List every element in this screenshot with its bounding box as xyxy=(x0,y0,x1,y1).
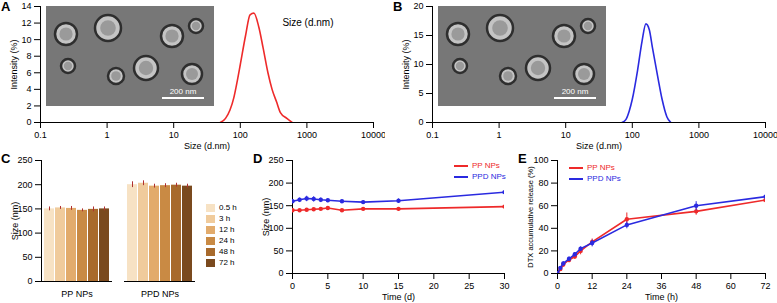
svg-text:8: 8 xyxy=(26,51,31,61)
html-text:PP NPs: PP NPs xyxy=(587,163,615,172)
html-text:C: C xyxy=(1,151,11,166)
svg-text:Time (d): Time (d) xyxy=(382,292,415,302)
svg-text:1: 1 xyxy=(497,130,502,140)
svg-text:60: 60 xyxy=(726,281,736,291)
svg-text:5: 5 xyxy=(418,88,423,98)
svg-text:200: 200 xyxy=(268,178,283,188)
svg-text:2: 2 xyxy=(26,101,31,111)
svg-text:Size (d.nm): Size (d.nm) xyxy=(282,17,333,28)
svg-text:Time (h): Time (h) xyxy=(645,292,678,302)
svg-text:10: 10 xyxy=(169,130,179,140)
html-text:D: D xyxy=(253,151,263,166)
html-text:PP NPs: PP NPs xyxy=(472,161,500,170)
svg-text:12: 12 xyxy=(21,18,31,28)
svg-text:60: 60 xyxy=(538,201,548,211)
html-text:48 h: 48 h xyxy=(219,247,235,256)
svg-text:250: 250 xyxy=(268,155,283,165)
html-text:A: A xyxy=(1,0,11,14)
html-text:B: B xyxy=(393,0,403,14)
svg-text:25: 25 xyxy=(464,281,474,291)
svg-text:10: 10 xyxy=(413,59,423,69)
svg-text:Size (d.nm): Size (d.nm) xyxy=(576,141,622,151)
html-text:3 h: 3 h xyxy=(219,214,231,223)
svg-text:100: 100 xyxy=(533,155,548,165)
svg-text:1: 1 xyxy=(105,130,110,140)
svg-text:100: 100 xyxy=(268,223,284,234)
svg-text:10000: 10000 xyxy=(361,130,385,140)
svg-text:200 nm: 200 nm xyxy=(562,87,589,96)
svg-text:10: 10 xyxy=(561,130,571,140)
svg-text:150: 150 xyxy=(17,203,33,214)
svg-text:50: 50 xyxy=(22,252,32,262)
svg-text:100: 100 xyxy=(17,228,33,238)
svg-text:250: 250 xyxy=(17,155,32,165)
svg-text:Intensity (%): Intensity (%) xyxy=(401,39,411,89)
svg-text:15: 15 xyxy=(413,30,423,40)
svg-text:48: 48 xyxy=(691,281,701,291)
svg-text:50: 50 xyxy=(273,246,283,256)
svg-text:1000: 1000 xyxy=(689,130,709,140)
svg-text:10000: 10000 xyxy=(753,130,777,140)
svg-text:100: 100 xyxy=(625,130,640,140)
svg-text:150: 150 xyxy=(268,200,284,211)
svg-text:10: 10 xyxy=(358,281,368,291)
html-text:24 h: 24 h xyxy=(219,236,235,245)
svg-text:PPD NPs: PPD NPs xyxy=(141,289,180,299)
html-text:72 h: 72 h xyxy=(219,258,235,267)
svg-text:Size (d.nm): Size (d.nm) xyxy=(184,141,230,151)
svg-text:1000: 1000 xyxy=(297,130,317,140)
svg-text:200 nm: 200 nm xyxy=(170,87,197,96)
svg-text:80: 80 xyxy=(538,178,548,188)
svg-text:0: 0 xyxy=(26,117,31,127)
svg-text:Size (nm): Size (nm) xyxy=(10,202,20,241)
svg-text:0: 0 xyxy=(543,268,548,278)
svg-text:24: 24 xyxy=(622,281,632,291)
svg-text:Size (nm): Size (nm) xyxy=(261,198,271,237)
svg-text:20: 20 xyxy=(429,281,439,291)
svg-text:5: 5 xyxy=(325,281,330,291)
svg-text:0.1: 0.1 xyxy=(426,130,439,140)
svg-text:40: 40 xyxy=(538,223,548,233)
svg-text:20: 20 xyxy=(413,1,423,11)
svg-text:20: 20 xyxy=(538,246,548,256)
svg-text:10: 10 xyxy=(21,35,31,45)
html-text:PPD NPs: PPD NPs xyxy=(472,172,506,181)
svg-text:6: 6 xyxy=(26,68,31,78)
html-text:12 h: 12 h xyxy=(219,225,235,234)
svg-text:Intensity (%): Intensity (%) xyxy=(9,39,19,89)
svg-text:14: 14 xyxy=(21,1,31,11)
html-text:0.5 h: 0.5 h xyxy=(219,203,237,212)
svg-text:72: 72 xyxy=(760,281,770,291)
html-text:PPD NPs: PPD NPs xyxy=(587,174,621,183)
svg-text:0: 0 xyxy=(555,281,560,291)
svg-text:0: 0 xyxy=(418,117,423,127)
svg-text:4: 4 xyxy=(26,84,31,94)
svg-text:30: 30 xyxy=(499,281,509,291)
svg-text:0: 0 xyxy=(290,281,295,291)
svg-text:0: 0 xyxy=(27,276,32,286)
svg-text:12: 12 xyxy=(587,281,597,291)
html-text:E: E xyxy=(518,151,527,166)
svg-text:DTX accumulative release (%): DTX accumulative release (%) xyxy=(526,166,535,268)
svg-text:15: 15 xyxy=(393,281,403,291)
svg-text:0: 0 xyxy=(278,268,283,278)
svg-text:0.1: 0.1 xyxy=(34,130,47,140)
svg-text:100: 100 xyxy=(233,130,248,140)
svg-text:36: 36 xyxy=(656,281,666,291)
svg-text:PP NPs: PP NPs xyxy=(61,289,93,299)
svg-text:200: 200 xyxy=(17,180,32,190)
